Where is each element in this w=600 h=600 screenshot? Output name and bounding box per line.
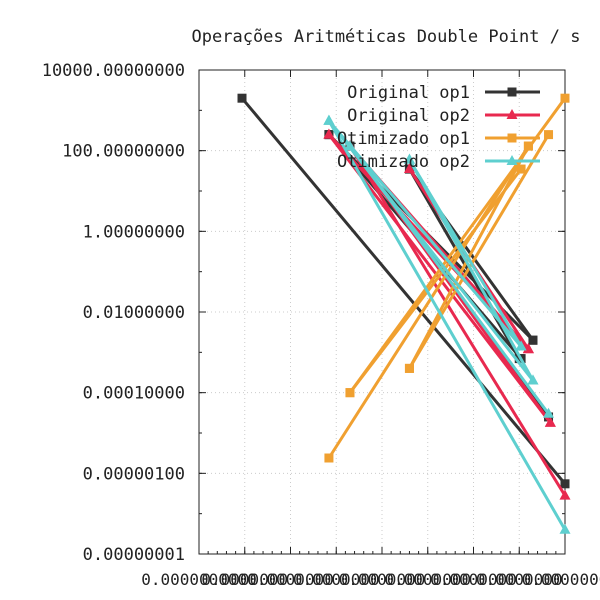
x-tick-label: 0.0000000 bbox=[384, 570, 471, 589]
series-layer bbox=[237, 93, 571, 534]
legend-label: Otimizado op2 bbox=[337, 152, 470, 172]
x-tick-label: 0.0000000 bbox=[476, 570, 563, 589]
y-tick-label: 0.00010000 bbox=[83, 384, 185, 404]
data-point bbox=[237, 93, 247, 103]
x-tick-label: 0.0000000 bbox=[293, 570, 380, 589]
data-point bbox=[559, 523, 571, 534]
legend: Original op1 Original op2 Otimizado op1 Oti… bbox=[337, 83, 540, 172]
data-point bbox=[404, 363, 414, 373]
legend-marker bbox=[506, 109, 518, 119]
x-tick-label: 0.0000000 bbox=[522, 570, 600, 589]
data-point bbox=[515, 340, 527, 351]
legend-marker bbox=[507, 133, 517, 143]
series-1 bbox=[323, 128, 571, 500]
y-tick-label: 0.00000100 bbox=[83, 464, 185, 484]
series-line bbox=[408, 133, 550, 370]
data-point bbox=[560, 479, 570, 489]
series-line bbox=[240, 97, 567, 485]
y-tick-label: 10000.00000000 bbox=[42, 61, 185, 81]
legend-marker bbox=[507, 87, 517, 97]
axis-layer: 0.00000000000.00000000.00000000.00000000… bbox=[42, 61, 600, 589]
data-point bbox=[403, 153, 415, 164]
y-tick-label: 0.01000000 bbox=[83, 303, 185, 323]
legend-label: Original op1 bbox=[347, 83, 470, 103]
data-point bbox=[527, 374, 539, 385]
x-tick-label: 0.0000000 bbox=[247, 570, 334, 589]
y-tick-label: 100.00000000 bbox=[62, 142, 185, 162]
chart-title: Operações Aritméticas Double Point / s bbox=[192, 27, 581, 47]
y-tick-label: 0.00000001 bbox=[83, 545, 185, 565]
data-point bbox=[323, 114, 335, 125]
data-point bbox=[323, 128, 335, 139]
data-point bbox=[528, 335, 538, 345]
data-point bbox=[543, 407, 555, 418]
legend-marker bbox=[506, 155, 518, 165]
plot-border bbox=[198, 69, 566, 555]
series-line bbox=[408, 158, 535, 382]
data-point bbox=[403, 163, 415, 174]
x-tick-label: 0.0000000 bbox=[201, 570, 288, 589]
legend-label: Otimizado op1 bbox=[337, 129, 470, 149]
data-point bbox=[522, 343, 534, 354]
y-tick-label: 1.00000000 bbox=[83, 222, 185, 242]
x-tick-label: 0.0000000 bbox=[430, 570, 517, 589]
data-point bbox=[544, 416, 556, 427]
x-tick-label: 0.0000000000 bbox=[141, 570, 257, 589]
series-line bbox=[327, 120, 567, 531]
data-point bbox=[345, 388, 355, 398]
legend-label: Original op2 bbox=[347, 106, 470, 126]
series-line bbox=[348, 145, 567, 497]
data-point bbox=[544, 130, 554, 140]
data-point bbox=[560, 93, 570, 103]
series-line bbox=[327, 145, 530, 459]
x-tick-label: 0.0000000 bbox=[339, 570, 426, 589]
data-point bbox=[344, 140, 356, 151]
series-3 bbox=[323, 114, 571, 534]
data-point bbox=[324, 453, 334, 463]
data-point bbox=[559, 489, 571, 500]
series-line bbox=[348, 145, 550, 415]
data-point bbox=[516, 164, 526, 174]
data-point bbox=[523, 141, 533, 151]
